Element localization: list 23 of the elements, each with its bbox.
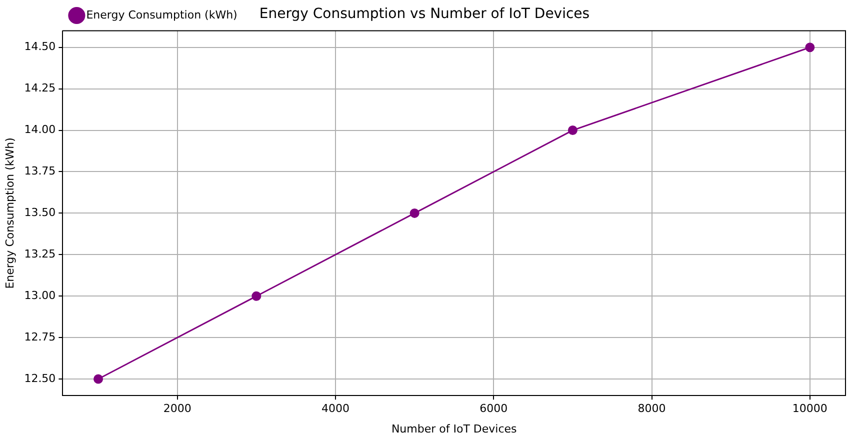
y-tick-label: 13.75 bbox=[24, 164, 56, 178]
x-tick-label: 8000 bbox=[638, 402, 666, 416]
point bbox=[805, 42, 815, 52]
y-tick-label: 12.75 bbox=[24, 330, 56, 344]
point bbox=[568, 126, 578, 136]
y-tick-label: 14.25 bbox=[24, 82, 56, 95]
point bbox=[94, 374, 104, 384]
y-tick-label: 14.00 bbox=[24, 123, 56, 136]
legend-label: Energy Consumption (kWh) bbox=[86, 8, 238, 22]
y-axis-title: Energy Consumption (kWh) bbox=[3, 138, 16, 289]
y-tick-label: 12.50 bbox=[24, 372, 56, 385]
y-tick-label: 13.00 bbox=[24, 288, 56, 302]
y-tick-label: 13.50 bbox=[24, 206, 56, 220]
x-tick-label: 2000 bbox=[163, 402, 192, 416]
y-tick-label: 14.50 bbox=[24, 40, 56, 54]
x-tick-label: 6000 bbox=[480, 402, 508, 416]
x-tick-label: 10000 bbox=[792, 402, 828, 416]
x-tick-label: 4000 bbox=[321, 402, 350, 416]
y-tick-label: 13.25 bbox=[24, 248, 56, 261]
point bbox=[252, 291, 262, 301]
chart-title: Energy Consumption vs Number of IoT Devices bbox=[259, 6, 590, 22]
x-axis-title: Number of IoT Devices bbox=[391, 422, 518, 436]
point bbox=[410, 208, 420, 218]
